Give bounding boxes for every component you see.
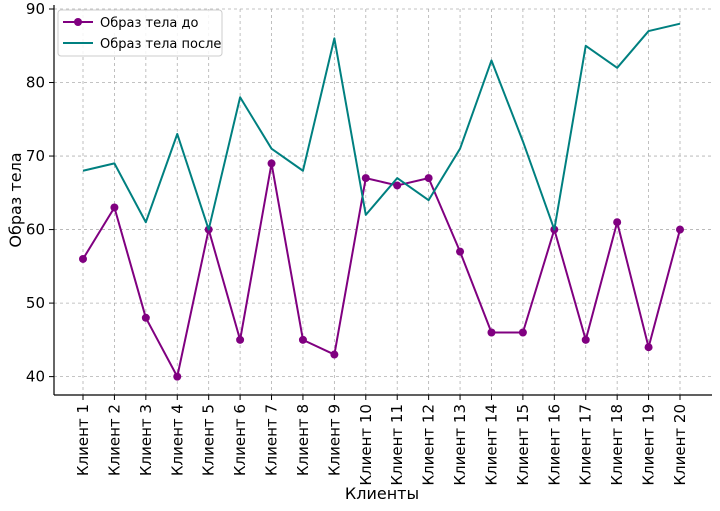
x-tick-label: Клиент 3: [137, 404, 155, 476]
data-point-before: [330, 350, 339, 359]
x-tick-label: Клиент 15: [514, 404, 532, 486]
data-point-before: [581, 335, 590, 344]
legend-box: [57, 9, 223, 57]
x-tick-label: Клиент 1: [74, 404, 92, 476]
x-tick-label: Клиент 16: [545, 404, 563, 486]
x-axis-label: Клиенты: [345, 484, 419, 503]
legend-marker-before: [74, 18, 82, 26]
data-point-before: [236, 335, 245, 344]
legend-label-before: Образ тела до: [100, 16, 198, 31]
y-tick-label: 60: [26, 221, 45, 239]
data-point-before: [518, 328, 527, 337]
data-point-before: [267, 159, 276, 168]
x-tick-label: Клиент 9: [325, 404, 343, 476]
x-tick-label: Клиент 6: [231, 404, 249, 476]
x-tick-label: Клиент 4: [168, 404, 186, 476]
y-tick-label: 90: [26, 0, 45, 18]
grid-lines: [54, 8, 712, 395]
x-tick-label: Клиент 12: [420, 404, 438, 486]
data-point-before: [298, 335, 307, 344]
series-layer: [79, 22, 684, 381]
data-point-before: [110, 203, 119, 212]
x-tick-label: Клиент 20: [671, 404, 689, 486]
data-point-before: [487, 328, 496, 337]
data-point-before: [79, 254, 87, 263]
y-axis: 40 50 60 70 80 90: [26, 0, 54, 386]
data-point-before: [456, 247, 465, 256]
data-point-before: [361, 174, 370, 183]
x-tick-label: Клиент 7: [263, 404, 281, 476]
data-point-before: [393, 181, 402, 190]
series-line-before: [82, 162, 681, 378]
x-tick-label: Клиент 13: [451, 404, 469, 486]
y-tick-label: 40: [26, 368, 45, 386]
data-point-before: [613, 218, 622, 227]
x-tick-label: Клиент 2: [105, 404, 123, 476]
y-tick-label: 50: [26, 294, 45, 312]
data-point-before: [173, 372, 182, 381]
y-tick-label: 70: [26, 147, 45, 165]
x-tick-label: Клиент 18: [608, 404, 626, 486]
y-tick-label: 80: [26, 74, 45, 92]
series-line-after: [82, 22, 681, 231]
x-axis: Клиент 1 Клиент 2 Клиент 3 Клиент 4 Клиент 5…: [74, 395, 689, 486]
data-point-before: [676, 225, 684, 234]
x-tick-label: Клиент 17: [577, 404, 595, 486]
legend: Образ тела до Образ тела после: [57, 9, 223, 57]
x-tick-label: Клиент 14: [482, 404, 500, 486]
legend-label-after: Образ тела после: [100, 37, 221, 52]
x-tick-label: Клиент 10: [357, 404, 375, 486]
y-axis-label: Образ тела: [6, 152, 25, 247]
data-point-before: [141, 313, 150, 322]
data-point-before: [644, 343, 653, 352]
x-tick-label: Клиент 19: [640, 404, 658, 486]
data-point-before: [424, 174, 433, 183]
plot-area: [53, 5, 712, 396]
x-tick-label: Клиент 8: [294, 404, 312, 476]
x-tick-label: Клиент 11: [388, 404, 406, 486]
x-tick-label: Клиент 5: [200, 404, 218, 476]
